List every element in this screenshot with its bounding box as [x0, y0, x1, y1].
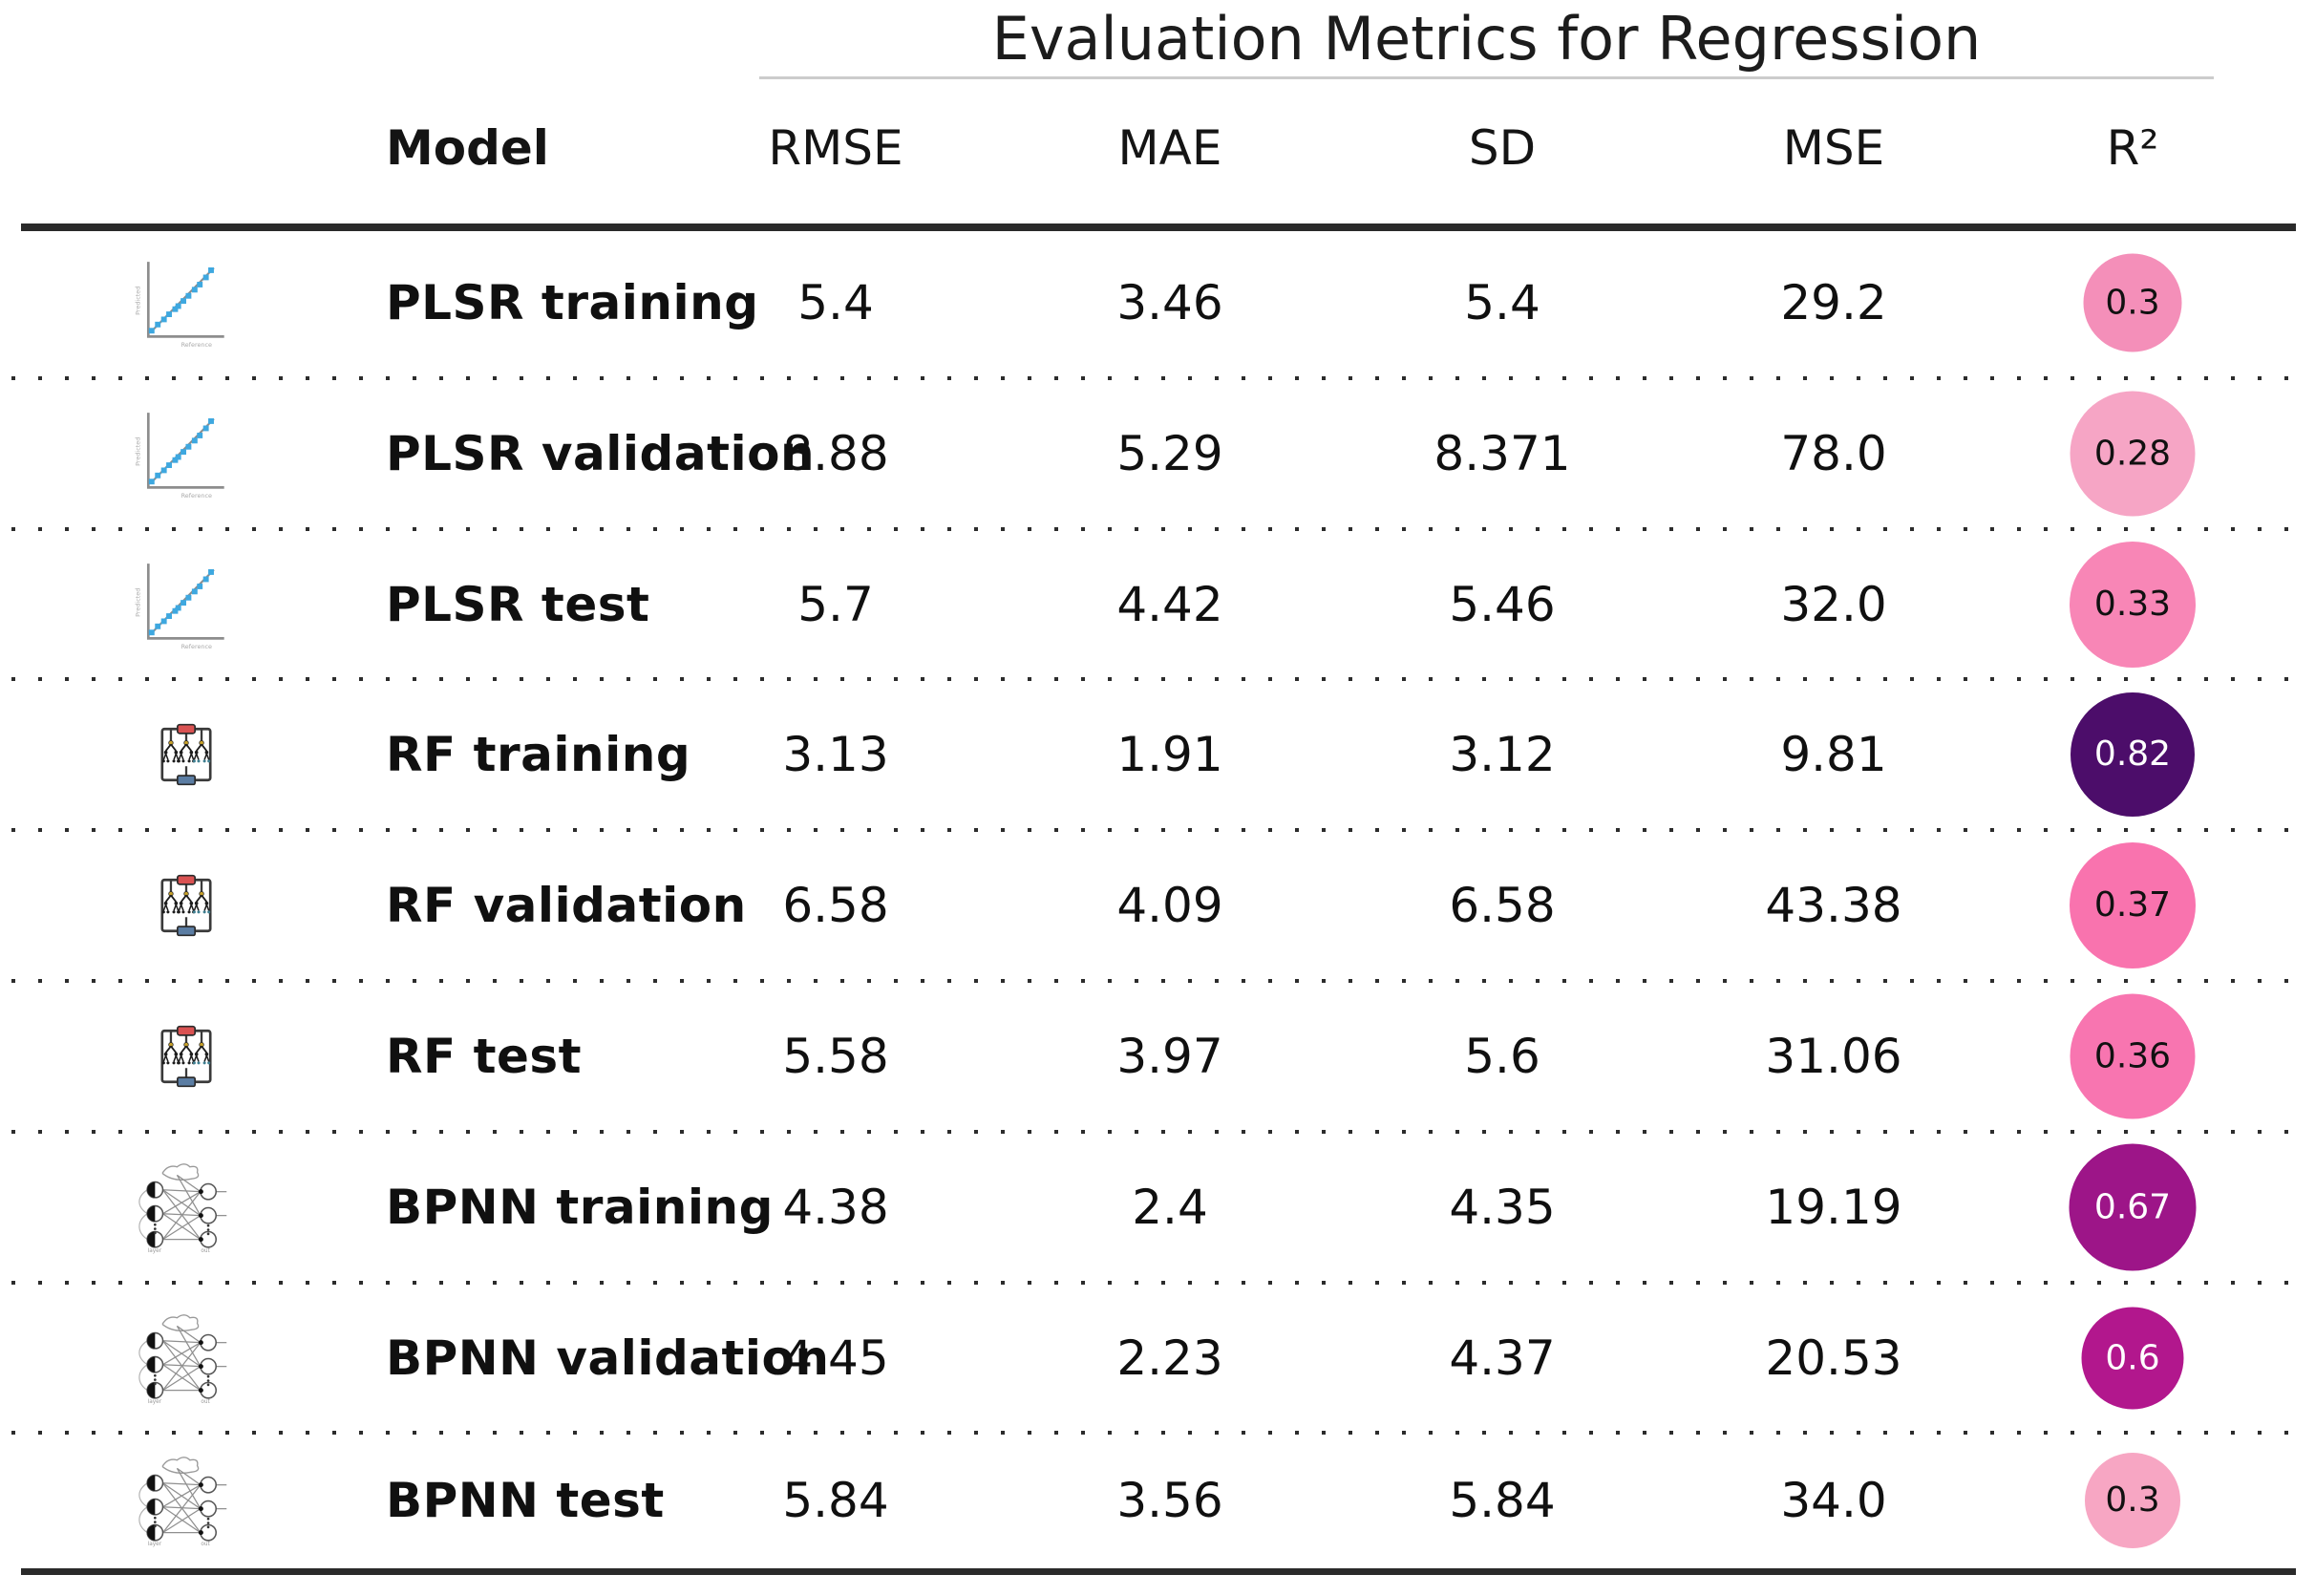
r2-value: 0.37 [2093, 885, 2172, 925]
rmse-value: 8.88 [782, 426, 889, 481]
plsr-scatter-icon [130, 407, 243, 501]
model-name: BPNN training [386, 1180, 774, 1235]
rmse-value: 5.4 [797, 275, 874, 330]
row-separator [11, 376, 2304, 380]
rmse-value: 3.13 [782, 727, 889, 782]
table-row: RF training 3.13 1.91 3.12 9.81 0.82 [0, 679, 2315, 830]
row-separator [11, 677, 2304, 681]
mae-value: 2.4 [1132, 1180, 1208, 1235]
table-row: BPNN training 4.38 2.4 4.35 19.19 0.67 [0, 1132, 2315, 1283]
sd-value: 5.6 [1464, 1029, 1540, 1084]
mae-value: 3.56 [1116, 1473, 1223, 1528]
sd-value: 6.58 [1449, 878, 1556, 933]
mae-value: 5.29 [1116, 426, 1223, 481]
rmse-value: 5.84 [782, 1473, 889, 1528]
model-name: PLSR test [386, 577, 650, 632]
sd-value: 4.37 [1449, 1330, 1556, 1386]
column-header-mse: MSE [1782, 120, 1885, 176]
r2-badge: 0.37 [2070, 842, 2196, 968]
sd-value: 4.35 [1449, 1180, 1556, 1235]
column-header-rmse: RMSE [768, 120, 903, 176]
sd-value: 3.12 [1449, 727, 1556, 782]
model-name: RF test [386, 1029, 583, 1084]
plsr-scatter-icon [130, 256, 243, 351]
model-name: PLSR training [386, 275, 759, 330]
sd-value: 5.4 [1464, 275, 1540, 330]
model-name: RF training [386, 727, 691, 782]
mse-value: 9.81 [1780, 727, 1887, 782]
r2-badge: 0.33 [2070, 542, 2196, 668]
r2-value: 0.6 [2105, 1338, 2160, 1377]
sd-value: 8.371 [1434, 426, 1571, 481]
r2-badge: 0.3 [2083, 253, 2182, 352]
row-separator [11, 979, 2304, 983]
mse-value: 31.06 [1765, 1029, 1902, 1084]
r2-value: 0.67 [2093, 1187, 2172, 1226]
model-name: BPNN validation [386, 1330, 830, 1386]
header-rule [21, 223, 2296, 231]
sd-value: 5.84 [1449, 1473, 1556, 1528]
r2-value: 0.3 [2105, 283, 2160, 322]
model-name: PLSR validation [386, 426, 816, 481]
r2-value: 0.33 [2093, 585, 2172, 624]
r2-badge: 0.82 [2071, 692, 2195, 817]
rmse-value: 6.58 [782, 878, 889, 933]
r2-value: 0.3 [2105, 1480, 2160, 1520]
mse-value: 20.53 [1765, 1330, 1902, 1386]
r2-value: 0.82 [2093, 734, 2172, 774]
mae-value: 3.46 [1116, 275, 1223, 330]
column-header-r2: R² [2106, 120, 2159, 176]
rf-forest-icon [146, 1018, 226, 1095]
rf-forest-icon [146, 867, 226, 944]
mse-value: 43.38 [1765, 878, 1902, 933]
row-separator [11, 1130, 2304, 1134]
row-separator [11, 828, 2304, 832]
table-row: RF test 5.58 3.97 5.6 31.06 0.36 [0, 981, 2315, 1132]
rmse-value: 4.38 [782, 1180, 889, 1235]
table-row: BPNN validation 4.45 2.23 4.37 20.53 0.6 [0, 1283, 2315, 1434]
plsr-scatter-icon [130, 558, 243, 652]
mse-value: 19.19 [1765, 1180, 1902, 1235]
bottom-rule [21, 1568, 2296, 1575]
row-separator [11, 1431, 2304, 1435]
mae-value: 4.09 [1116, 878, 1223, 933]
bpnn-network-icon [135, 1160, 238, 1254]
rf-forest-icon [146, 716, 226, 793]
r2-value: 0.28 [2093, 434, 2172, 473]
table-row: BPNN test 5.84 3.56 5.84 34.0 0.3 [0, 1433, 2315, 1568]
mse-value: 34.0 [1780, 1473, 1887, 1528]
r2-badge: 0.28 [2070, 391, 2196, 517]
column-header-mae: MAE [1117, 120, 1222, 176]
table-row: RF validation 6.58 4.09 6.58 43.38 0.37 [0, 830, 2315, 981]
rmse-value: 4.45 [782, 1330, 889, 1386]
column-header-sd: SD [1468, 120, 1537, 176]
table-title: Evaluation Metrics for Regression [991, 4, 1982, 74]
sd-value: 5.46 [1449, 577, 1556, 632]
mae-value: 1.91 [1116, 727, 1223, 782]
r2-badge: 0.67 [2069, 1143, 2197, 1271]
row-separator [11, 527, 2304, 531]
mae-value: 2.23 [1116, 1330, 1223, 1386]
r2-badge: 0.3 [2085, 1453, 2180, 1548]
rmse-value: 5.7 [797, 577, 874, 632]
mae-value: 3.97 [1116, 1029, 1223, 1084]
mse-value: 29.2 [1780, 275, 1887, 330]
table-row: PLSR test 5.7 4.42 5.46 32.0 0.33 [0, 529, 2315, 680]
rmse-value: 5.58 [782, 1029, 889, 1084]
mse-value: 32.0 [1780, 577, 1887, 632]
model-name: RF validation [386, 878, 747, 933]
model-name: BPNN test [386, 1473, 665, 1528]
row-separator [11, 1281, 2304, 1285]
r2-badge: 0.6 [2081, 1307, 2184, 1410]
mae-value: 4.42 [1116, 577, 1223, 632]
bpnn-network-icon [135, 1454, 238, 1547]
column-header-model: Model [386, 120, 549, 176]
bpnn-network-icon [135, 1311, 238, 1405]
r2-badge: 0.36 [2070, 993, 2196, 1119]
mse-value: 78.0 [1780, 426, 1887, 481]
table-row: PLSR validation 8.88 5.29 8.371 78.0 0.2… [0, 378, 2315, 529]
title-underline [759, 76, 2214, 79]
r2-value: 0.36 [2093, 1036, 2172, 1075]
table-row: PLSR training 5.4 3.46 5.4 29.2 0.3 [0, 227, 2315, 378]
